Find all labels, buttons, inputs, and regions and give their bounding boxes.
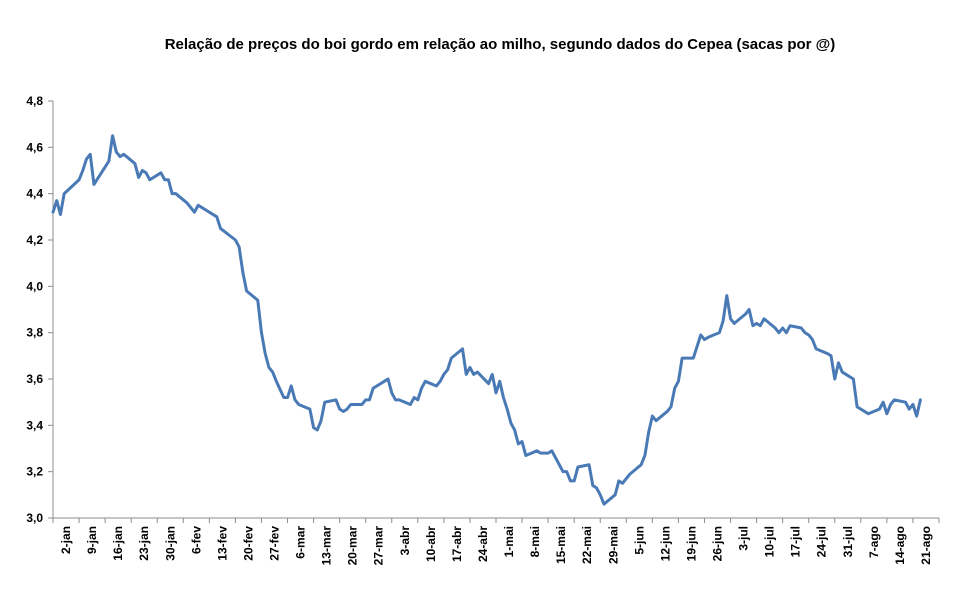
x-tick-label: 31-jul: [841, 526, 855, 557]
x-tick-label: 3-jul: [737, 526, 751, 551]
x-tick-label: 13-fev: [215, 526, 229, 561]
x-tick-label: 20-fev: [241, 526, 255, 561]
x-tick-label: 2-jan: [59, 526, 73, 554]
x-tick-label: 17-jul: [789, 526, 803, 557]
x-tick-label: 29-mai: [606, 526, 620, 564]
y-tick-label: 3,4: [26, 418, 43, 432]
x-tick-label: 22-mai: [580, 526, 594, 564]
y-tick-labels: 3,0 3,2 3,4 3,6 3,8 4,0 4,2 4,4 4,6 4,8: [26, 94, 43, 525]
x-tick-label: 10-jul: [763, 526, 777, 557]
x-tick-label: 1-mai: [502, 526, 516, 557]
y-tick-label: 3,2: [26, 465, 43, 479]
x-tick-label: 8-mai: [528, 526, 542, 557]
x-tick-label: 5-jun: [632, 526, 646, 555]
x-tick-label: 27-mar: [372, 526, 386, 566]
x-tick-label: 13-mar: [320, 526, 334, 566]
y-tick-label: 4,4: [26, 187, 43, 201]
y-tick-label: 3,0: [26, 511, 43, 525]
x-tick-label: 21-ago: [919, 526, 933, 565]
x-tick-label: 14-ago: [893, 526, 907, 565]
x-tick-label: 20-mar: [346, 526, 360, 566]
y-tick-label: 3,6: [26, 372, 43, 386]
x-tick-label: 6-mar: [294, 526, 308, 559]
x-tick-label: 6-fev: [189, 526, 203, 554]
chart-title: Relação de preços do boi gordo em relaçã…: [164, 36, 836, 53]
y-tick-label: 4,6: [26, 140, 43, 154]
x-tick-label: 30-jan: [163, 526, 177, 561]
x-tick-label: 24-abr: [476, 526, 490, 562]
x-tick-label: 9-jan: [85, 526, 99, 554]
x-tick-labels: 2-jan 9-jan 16-jan 23-jan 30-jan 6-fev 13-fev 2…: [59, 526, 933, 566]
x-tick-label: 17-abr: [450, 526, 464, 562]
y-tick-label: 4,0: [26, 279, 43, 293]
x-tick-label: 15-mai: [554, 526, 568, 564]
x-tick-label: 27-fev: [268, 526, 282, 561]
x-tick-label: 24-jul: [815, 526, 829, 557]
y-tick-label: 4,8: [26, 94, 43, 108]
x-tick-label: 10-abr: [424, 526, 438, 562]
x-tick-label: 19-jun: [684, 526, 698, 561]
x-tick-label: 12-jun: [658, 526, 672, 561]
x-tick-label: 3-abr: [398, 526, 412, 556]
y-tick-label: 4,2: [26, 233, 43, 247]
y-tick-label: 3,8: [26, 326, 43, 340]
x-tick-label: 23-jan: [137, 526, 151, 561]
axes: [48, 100, 940, 523]
x-tick-label: 7-ago: [867, 526, 881, 558]
x-tick-label: 26-jun: [711, 526, 725, 561]
x-tick-label: 16-jan: [111, 526, 125, 561]
series-line: [51, 134, 922, 506]
